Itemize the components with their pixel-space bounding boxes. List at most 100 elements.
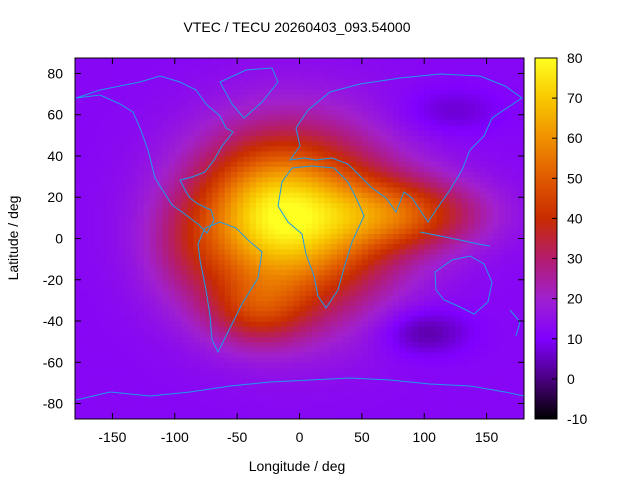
heatmap-cell: [118, 73, 126, 80]
heatmap-cell: [442, 351, 450, 358]
heatmap-cell: [87, 88, 95, 95]
heatmap-cell: [417, 403, 425, 410]
heatmap-cell: [93, 207, 101, 214]
heatmap-cell: [517, 290, 524, 296]
heatmap-cell: [336, 295, 344, 301]
heatmap-cell: [112, 192, 120, 198]
heatmap-cell: [399, 186, 407, 193]
heatmap-cell: [505, 78, 513, 85]
heatmap-cell: [137, 166, 145, 173]
heatmap-cell: [361, 228, 369, 234]
heatmap-cell: [349, 372, 357, 379]
heatmap-cell: [106, 238, 114, 245]
heatmap-cell: [355, 161, 363, 167]
heatmap-cell: [168, 166, 176, 173]
heatmap-cell: [511, 202, 519, 209]
heatmap-cell: [330, 145, 338, 152]
heatmap-cell: [480, 295, 488, 301]
heatmap-cell: [299, 393, 307, 399]
heatmap-cell: [274, 161, 282, 167]
heatmap-cell: [112, 94, 120, 100]
heatmap-cell: [480, 63, 488, 69]
heatmap-cell: [230, 130, 238, 136]
heatmap-cell: [249, 300, 257, 307]
heatmap-cell: [137, 321, 145, 327]
heatmap-cell: [330, 238, 338, 245]
heatmap-cell: [112, 398, 120, 405]
heatmap-cell: [336, 367, 344, 374]
heatmap-cell: [274, 253, 282, 260]
heatmap-cell: [131, 372, 138, 379]
heatmap-cell: [336, 362, 344, 369]
heatmap-cell: [212, 398, 220, 405]
heatmap-cell: [311, 78, 319, 85]
heatmap-cell: [280, 119, 288, 126]
heatmap-cell: [349, 83, 357, 90]
heatmap-cell: [137, 279, 145, 286]
heatmap-cell: [486, 78, 494, 85]
heatmap-cell: [181, 197, 188, 203]
heatmap-cell: [343, 125, 350, 131]
heatmap-cell: [255, 357, 263, 363]
heatmap-cell: [106, 346, 114, 353]
heatmap-cell: [480, 310, 488, 317]
heatmap-cell: [405, 140, 413, 147]
heatmap-cell: [268, 284, 276, 291]
heatmap-cell: [343, 233, 350, 240]
heatmap-cell: [355, 150, 363, 157]
heatmap-cell: [424, 274, 432, 281]
heatmap-cell: [268, 197, 276, 203]
heatmap-cell: [93, 202, 101, 209]
heatmap-cell: [374, 372, 382, 379]
heatmap-cell: [212, 217, 220, 224]
heatmap-cell: [511, 150, 519, 157]
heatmap-cell: [480, 114, 488, 121]
heatmap-cell: [280, 341, 288, 348]
heatmap-cell: [255, 99, 263, 106]
heatmap-cell: [131, 145, 138, 152]
heatmap-cell: [424, 279, 432, 286]
heatmap-cell: [162, 68, 170, 75]
heatmap-cell: [131, 336, 138, 343]
heatmap-cell: [349, 346, 357, 353]
heatmap-cell: [430, 197, 438, 203]
heatmap-cell: [467, 94, 475, 100]
heatmap-cell: [181, 73, 188, 80]
heatmap-cell: [193, 331, 201, 338]
heatmap-cell: [442, 264, 450, 271]
heatmap-cell: [393, 114, 400, 121]
heatmap-cell: [99, 140, 107, 147]
heatmap-cell: [455, 398, 463, 405]
heatmap-cell: [299, 130, 307, 136]
heatmap-cell: [305, 83, 313, 90]
heatmap-cell: [480, 253, 488, 260]
heatmap-cell: [87, 357, 95, 363]
heatmap-cell: [505, 269, 513, 276]
heatmap-cell: [106, 233, 114, 240]
heatmap-cell: [505, 346, 513, 353]
heatmap-cell: [168, 228, 176, 234]
heatmap-cell: [299, 372, 307, 379]
heatmap-cell: [287, 88, 294, 95]
heatmap-cell: [230, 166, 238, 173]
heatmap-cell: [411, 238, 419, 245]
heatmap-cell: [305, 104, 313, 111]
heatmap-cell: [361, 408, 369, 415]
heatmap-cell: [480, 382, 488, 389]
heatmap-cell: [336, 357, 344, 363]
heatmap-cell: [193, 119, 201, 126]
heatmap-cell: [311, 202, 319, 209]
heatmap-cell: [205, 403, 213, 410]
heatmap-cell: [318, 259, 326, 265]
heatmap-cell: [455, 150, 463, 157]
heatmap-cell: [156, 300, 163, 307]
heatmap-cell: [380, 331, 388, 338]
heatmap-cell: [106, 284, 114, 291]
heatmap-cell: [199, 279, 207, 286]
heatmap-cell: [417, 119, 425, 126]
heatmap-cell: [255, 326, 263, 332]
heatmap-cell: [355, 264, 363, 271]
heatmap-cell: [118, 336, 126, 343]
heatmap-cell: [181, 284, 188, 291]
heatmap-cell: [318, 202, 326, 209]
